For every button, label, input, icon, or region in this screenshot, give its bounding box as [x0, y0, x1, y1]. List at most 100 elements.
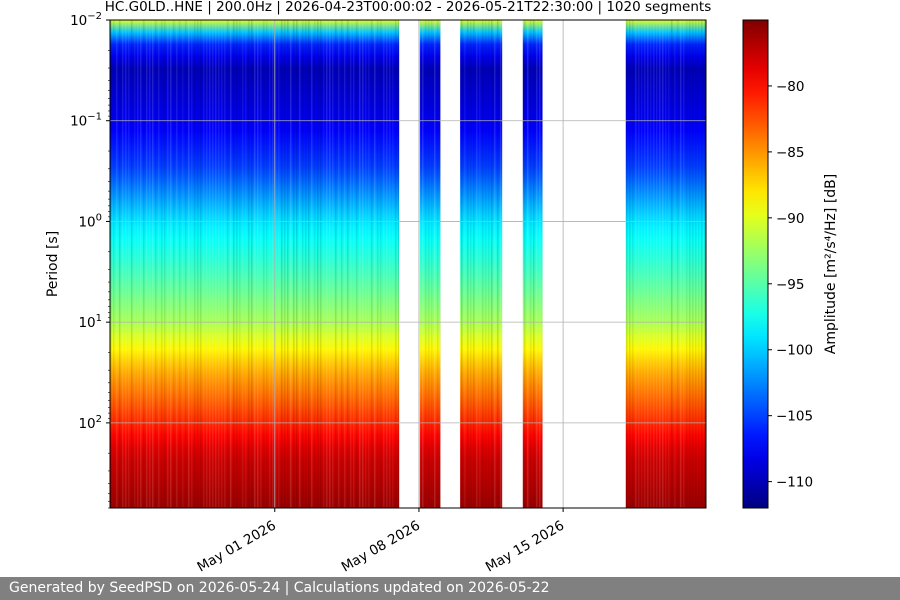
heatmap-stripe: [476, 20, 478, 508]
heatmap-stripe: [704, 20, 706, 508]
heatmap-stripe: [257, 20, 259, 508]
x-tick-label: May 01 2026: [195, 518, 279, 576]
heatmap-stripe: [644, 20, 646, 508]
data-gaps: [399, 20, 626, 508]
heatmap-stripe: [305, 20, 307, 508]
heatmap-stripe: [479, 20, 481, 508]
footer-banner: Generated by SeedPSD on 2026-05-24 | Cal…: [0, 577, 900, 600]
heatmap-stripe: [161, 20, 163, 508]
heatmap-stripe: [668, 20, 670, 508]
heatmap-stripe: [119, 20, 121, 508]
x-tick-label: May 15 2026: [483, 518, 567, 576]
heatmap-stripe: [311, 20, 313, 508]
heatmap-stripe: [335, 20, 337, 508]
heatmap-stripe: [251, 20, 253, 508]
y-tick-label: 102: [78, 414, 102, 432]
heatmap-stripe: [539, 20, 541, 508]
heatmap-stripe: [629, 20, 631, 508]
x-axis: May 01 2026 May 08 2026 May 15 2026: [195, 508, 567, 576]
heatmap-stripe: [245, 20, 247, 508]
heatmap-stripe: [386, 20, 388, 508]
heatmap-stripe: [341, 20, 343, 508]
heatmap-stripe: [323, 20, 325, 508]
heatmap-stripe: [197, 20, 199, 508]
heatmap-stripe: [110, 20, 112, 508]
heatmap-stripe: [485, 20, 487, 508]
heatmap-stripe: [224, 20, 226, 508]
heatmap-stripe: [662, 20, 664, 508]
heatmap-stripe: [155, 20, 157, 508]
heatmap-stripe: [248, 20, 250, 508]
heatmap-stripe: [656, 20, 658, 508]
heatmap-stripe: [308, 20, 310, 508]
heatmap-stripe: [692, 20, 694, 508]
heatmap-stripe: [626, 20, 628, 508]
heatmap-stripe: [281, 20, 283, 508]
heatmap-stripe: [641, 20, 643, 508]
heatmap-stripe: [371, 20, 373, 508]
heatmap-stripe: [212, 20, 214, 508]
heatmap-stripe: [320, 20, 322, 508]
heatmap-stripe: [461, 20, 463, 508]
heatmap-stripe: [353, 20, 355, 508]
heatmap-stripe: [530, 20, 532, 508]
heatmap-stripe: [176, 20, 178, 508]
heatmap-stripe: [146, 20, 148, 508]
heatmap-stripe: [431, 20, 433, 508]
heatmap-stripe: [464, 20, 466, 508]
heatmap-stripe: [362, 20, 364, 508]
heatmap-stripe: [665, 20, 667, 508]
heatmap-stripe: [482, 20, 484, 508]
colorbar-label: Amplitude [m²/s⁴/Hz] [dB]: [823, 174, 839, 354]
heatmap-stripe: [350, 20, 352, 508]
y-tick-label: 100: [78, 212, 102, 230]
heatmap-stripe: [203, 20, 205, 508]
y-tick-label: 10−2: [70, 11, 102, 29]
heatmap-stripe: [689, 20, 691, 508]
colorbar-tick-label: −80: [776, 79, 805, 95]
heatmap-stripe: [524, 20, 526, 508]
heatmap-stripe: [638, 20, 640, 508]
y-axis-label: Period [s]: [45, 231, 61, 297]
heatmap-stripe: [185, 20, 187, 508]
heatmap-stripe: [272, 20, 274, 508]
heatmap-stripe: [221, 20, 223, 508]
heatmap-stripe: [683, 20, 685, 508]
colorbar-tick-label: −95: [776, 277, 805, 293]
heatmap-stripe: [116, 20, 118, 508]
heatmap-stripe: [344, 20, 346, 508]
heatmap-stripe: [206, 20, 208, 508]
data-gap: [440, 20, 461, 508]
y-tick-label: 101: [78, 313, 102, 331]
heatmap-stripe: [158, 20, 160, 508]
heatmap-stripe: [242, 20, 244, 508]
heatmap-stripe: [470, 20, 472, 508]
heatmap-stripe: [497, 20, 499, 508]
heatmap-stripe: [278, 20, 280, 508]
data-gap: [542, 20, 626, 508]
heatmap-stripe: [674, 20, 676, 508]
heatmap-stripe: [422, 20, 424, 508]
plot-frame: [109, 19, 707, 509]
heatmap-stripe: [275, 20, 277, 508]
heatmap-stripe: [374, 20, 376, 508]
heatmap-stripe: [434, 20, 436, 508]
heatmap-stripe: [677, 20, 679, 508]
heatmap-stripe: [383, 20, 385, 508]
heatmap-stripe: [191, 20, 193, 508]
heatmap-stripe: [230, 20, 232, 508]
heatmap-stripe: [290, 20, 292, 508]
heatmap-stripe: [254, 20, 256, 508]
heatmap-stripe: [332, 20, 334, 508]
heatmap-stripe: [200, 20, 202, 508]
heatmap-stripe: [122, 20, 124, 508]
heatmap-stripe: [149, 20, 151, 508]
heatmap-stripe: [182, 20, 184, 508]
heatmap-stripe: [533, 20, 535, 508]
x-tick-label: May 08 2026: [339, 518, 423, 576]
heatmap-stripe: [347, 20, 349, 508]
heatmap-stripe: [377, 20, 379, 508]
heatmap-stripe: [389, 20, 391, 508]
heatmap-stripe: [491, 20, 493, 508]
